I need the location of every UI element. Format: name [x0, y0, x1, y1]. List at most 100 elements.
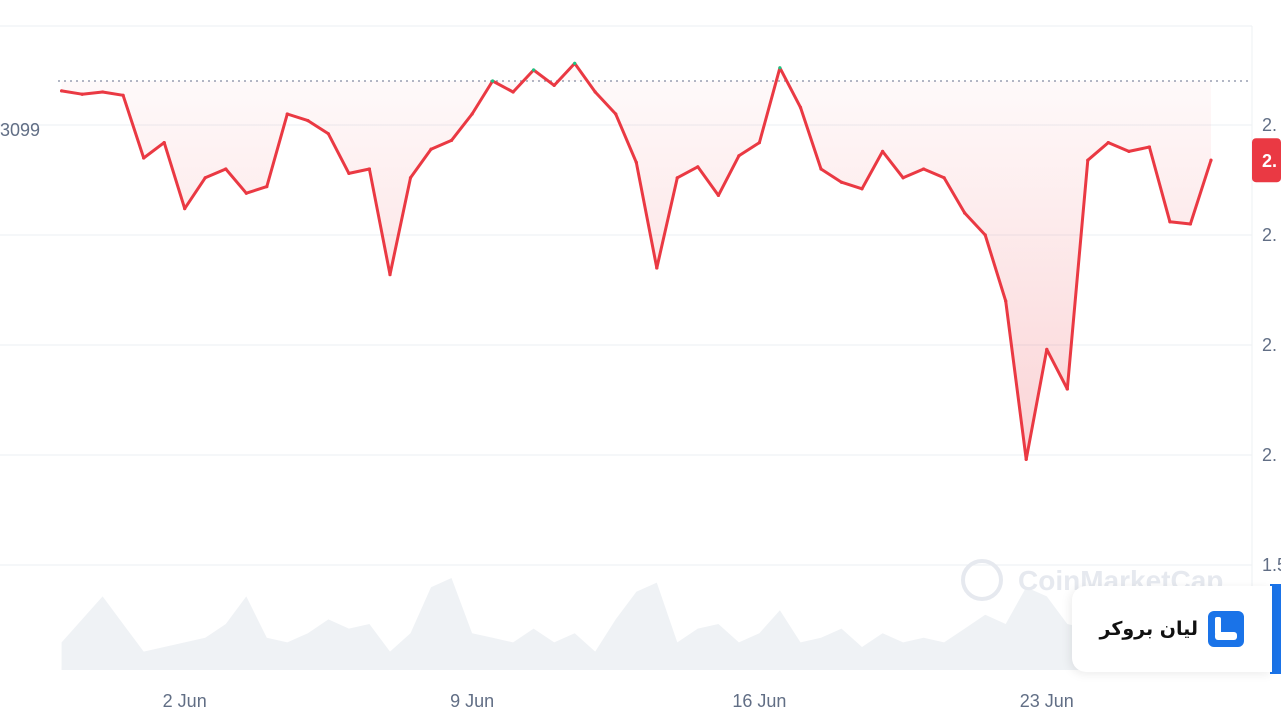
y-tick-label: 2.	[1262, 335, 1277, 355]
reference-label: 3099	[0, 120, 40, 140]
price-segment	[101, 90, 125, 97]
price-segment	[491, 79, 515, 94]
price-segment	[265, 112, 289, 189]
price-segment	[142, 141, 166, 160]
price-point	[1127, 149, 1131, 153]
price-point	[203, 176, 207, 180]
price-segment	[655, 176, 679, 270]
price-segment	[799, 105, 823, 171]
price-point	[80, 92, 84, 96]
price-point	[942, 176, 946, 180]
price-segment	[737, 141, 761, 158]
price-point	[737, 154, 741, 158]
price-segment	[1106, 141, 1131, 153]
price-point	[675, 176, 679, 180]
price-segment	[470, 79, 495, 116]
price-point	[408, 176, 413, 180]
price-point	[1188, 222, 1192, 226]
price-point	[798, 105, 803, 109]
price-point	[265, 185, 269, 189]
price-segment	[121, 93, 146, 160]
price-segment	[696, 165, 720, 197]
price-point	[573, 61, 577, 65]
price-point	[101, 90, 105, 94]
price-segment	[963, 211, 987, 237]
price-point	[552, 83, 556, 87]
price-point	[1106, 141, 1110, 145]
price-point	[306, 119, 310, 123]
price-segment	[367, 167, 392, 277]
price-point	[142, 156, 146, 160]
price-segment	[80, 90, 105, 96]
price-segment	[532, 68, 556, 87]
price-point	[532, 68, 536, 72]
price-segment	[881, 149, 905, 180]
price-point	[224, 167, 228, 171]
price-point	[655, 266, 659, 270]
price-segment	[819, 167, 843, 184]
price-point	[614, 112, 618, 116]
current-price-tag: 2.	[1252, 138, 1281, 183]
price-segment	[1004, 299, 1028, 461]
y-tick-label: 1.5	[1262, 555, 1281, 575]
price-segment	[511, 68, 536, 94]
x-tick-label: 16 Jun	[732, 691, 786, 711]
price-segment	[326, 132, 351, 175]
price-point	[1168, 220, 1172, 224]
reference-line: 3099	[0, 80, 1252, 140]
price-segment	[860, 149, 885, 191]
price-segment	[203, 167, 228, 180]
price-segment	[840, 180, 864, 191]
edge-accent	[1270, 584, 1281, 674]
price-segment	[778, 66, 802, 109]
price-point	[634, 160, 638, 164]
price-line	[60, 61, 1213, 461]
price-point	[1045, 347, 1049, 351]
price-point	[901, 176, 905, 180]
price-point	[819, 167, 823, 171]
price-tag-box	[1252, 138, 1281, 183]
price-segment	[614, 112, 638, 164]
price-point	[963, 211, 967, 215]
price-point	[839, 180, 844, 184]
price-segment	[388, 176, 412, 277]
brand-logo-icon	[1208, 611, 1244, 647]
price-segment	[1045, 347, 1069, 391]
x-axis: 2 Jun 9 Jun 16 Jun 23 Jun	[163, 691, 1074, 711]
price-point	[367, 167, 371, 171]
price-segment	[1065, 158, 1090, 391]
price-point	[983, 233, 987, 237]
price-segment	[183, 176, 207, 211]
price-point	[449, 138, 454, 142]
price-segment	[60, 89, 84, 96]
price-point	[470, 112, 474, 116]
price-point	[1147, 145, 1151, 149]
x-tick-label: 2 Jun	[163, 691, 207, 711]
price-point	[1209, 158, 1213, 162]
price-point	[881, 149, 885, 153]
price-point	[183, 207, 187, 211]
price-point	[347, 171, 351, 175]
price-segment	[1188, 158, 1213, 226]
y-axis: 2. 2. 2. 2. 1.5	[1262, 115, 1281, 575]
price-segment	[1024, 347, 1049, 461]
price-segment	[244, 185, 269, 195]
price-segment	[922, 167, 946, 180]
x-tick-label: 9 Jun	[450, 691, 494, 711]
price-segment	[409, 147, 433, 180]
price-point	[491, 79, 495, 83]
price-point	[121, 93, 125, 97]
price-segment	[593, 90, 618, 116]
price-segment	[1127, 145, 1151, 153]
price-point	[388, 273, 392, 277]
price-point	[1004, 299, 1008, 303]
price-point	[285, 112, 289, 116]
watermark-logo-icon	[961, 559, 1003, 601]
price-point	[778, 66, 782, 70]
brand-name: لیان بروکر	[1099, 618, 1199, 640]
volume-area	[61, 578, 1212, 670]
volume-shape	[61, 578, 1212, 670]
price-segment	[306, 119, 330, 136]
price-point	[696, 165, 700, 169]
price-segment	[1147, 145, 1172, 224]
